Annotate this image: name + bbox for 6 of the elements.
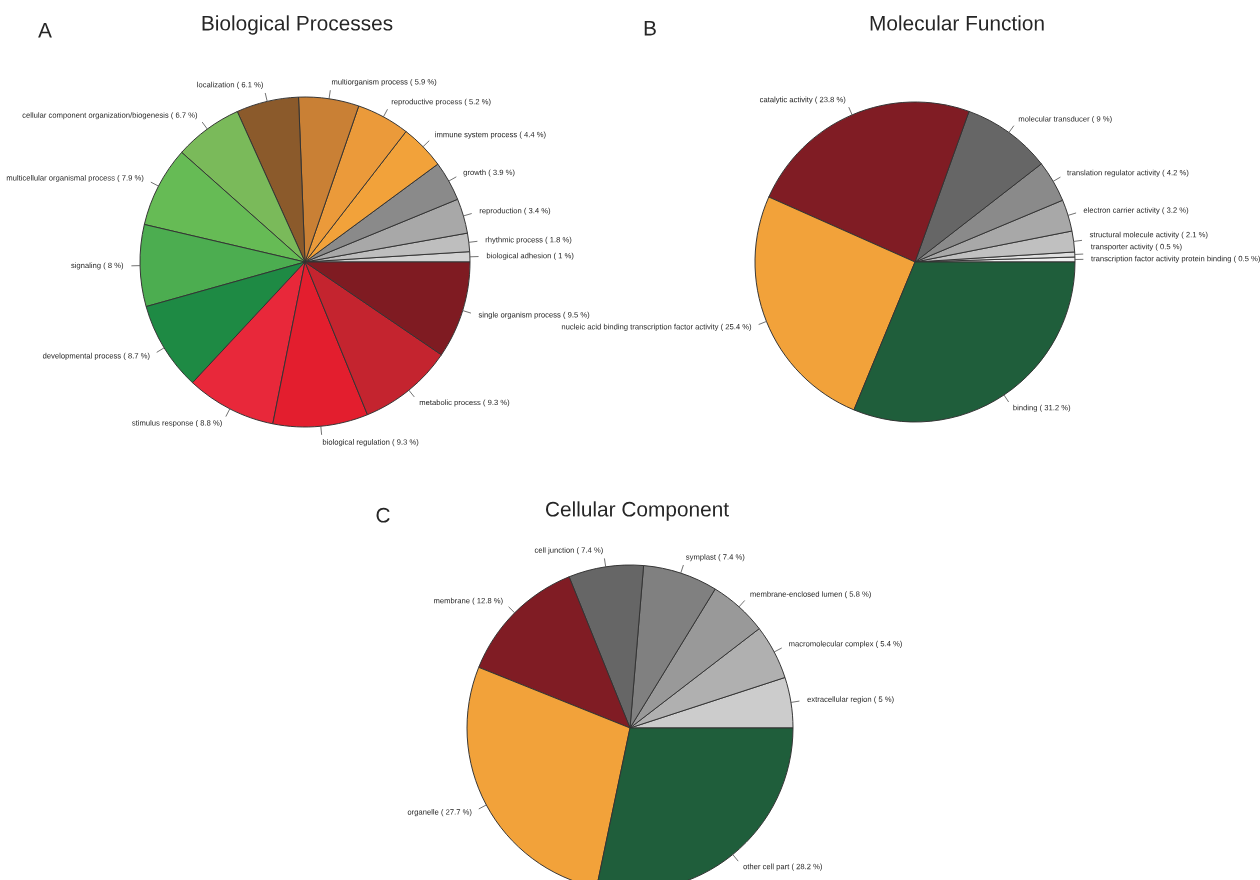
- chart-title: Molecular Function: [870, 15, 1044, 31]
- text: B: [644, 21, 656, 36]
- chart-title: Biological Processes: [202, 15, 393, 35]
- text: A: [38, 23, 52, 38]
- text: C: [376, 507, 390, 523]
- chart-title: Cellular Component: [546, 501, 729, 521]
